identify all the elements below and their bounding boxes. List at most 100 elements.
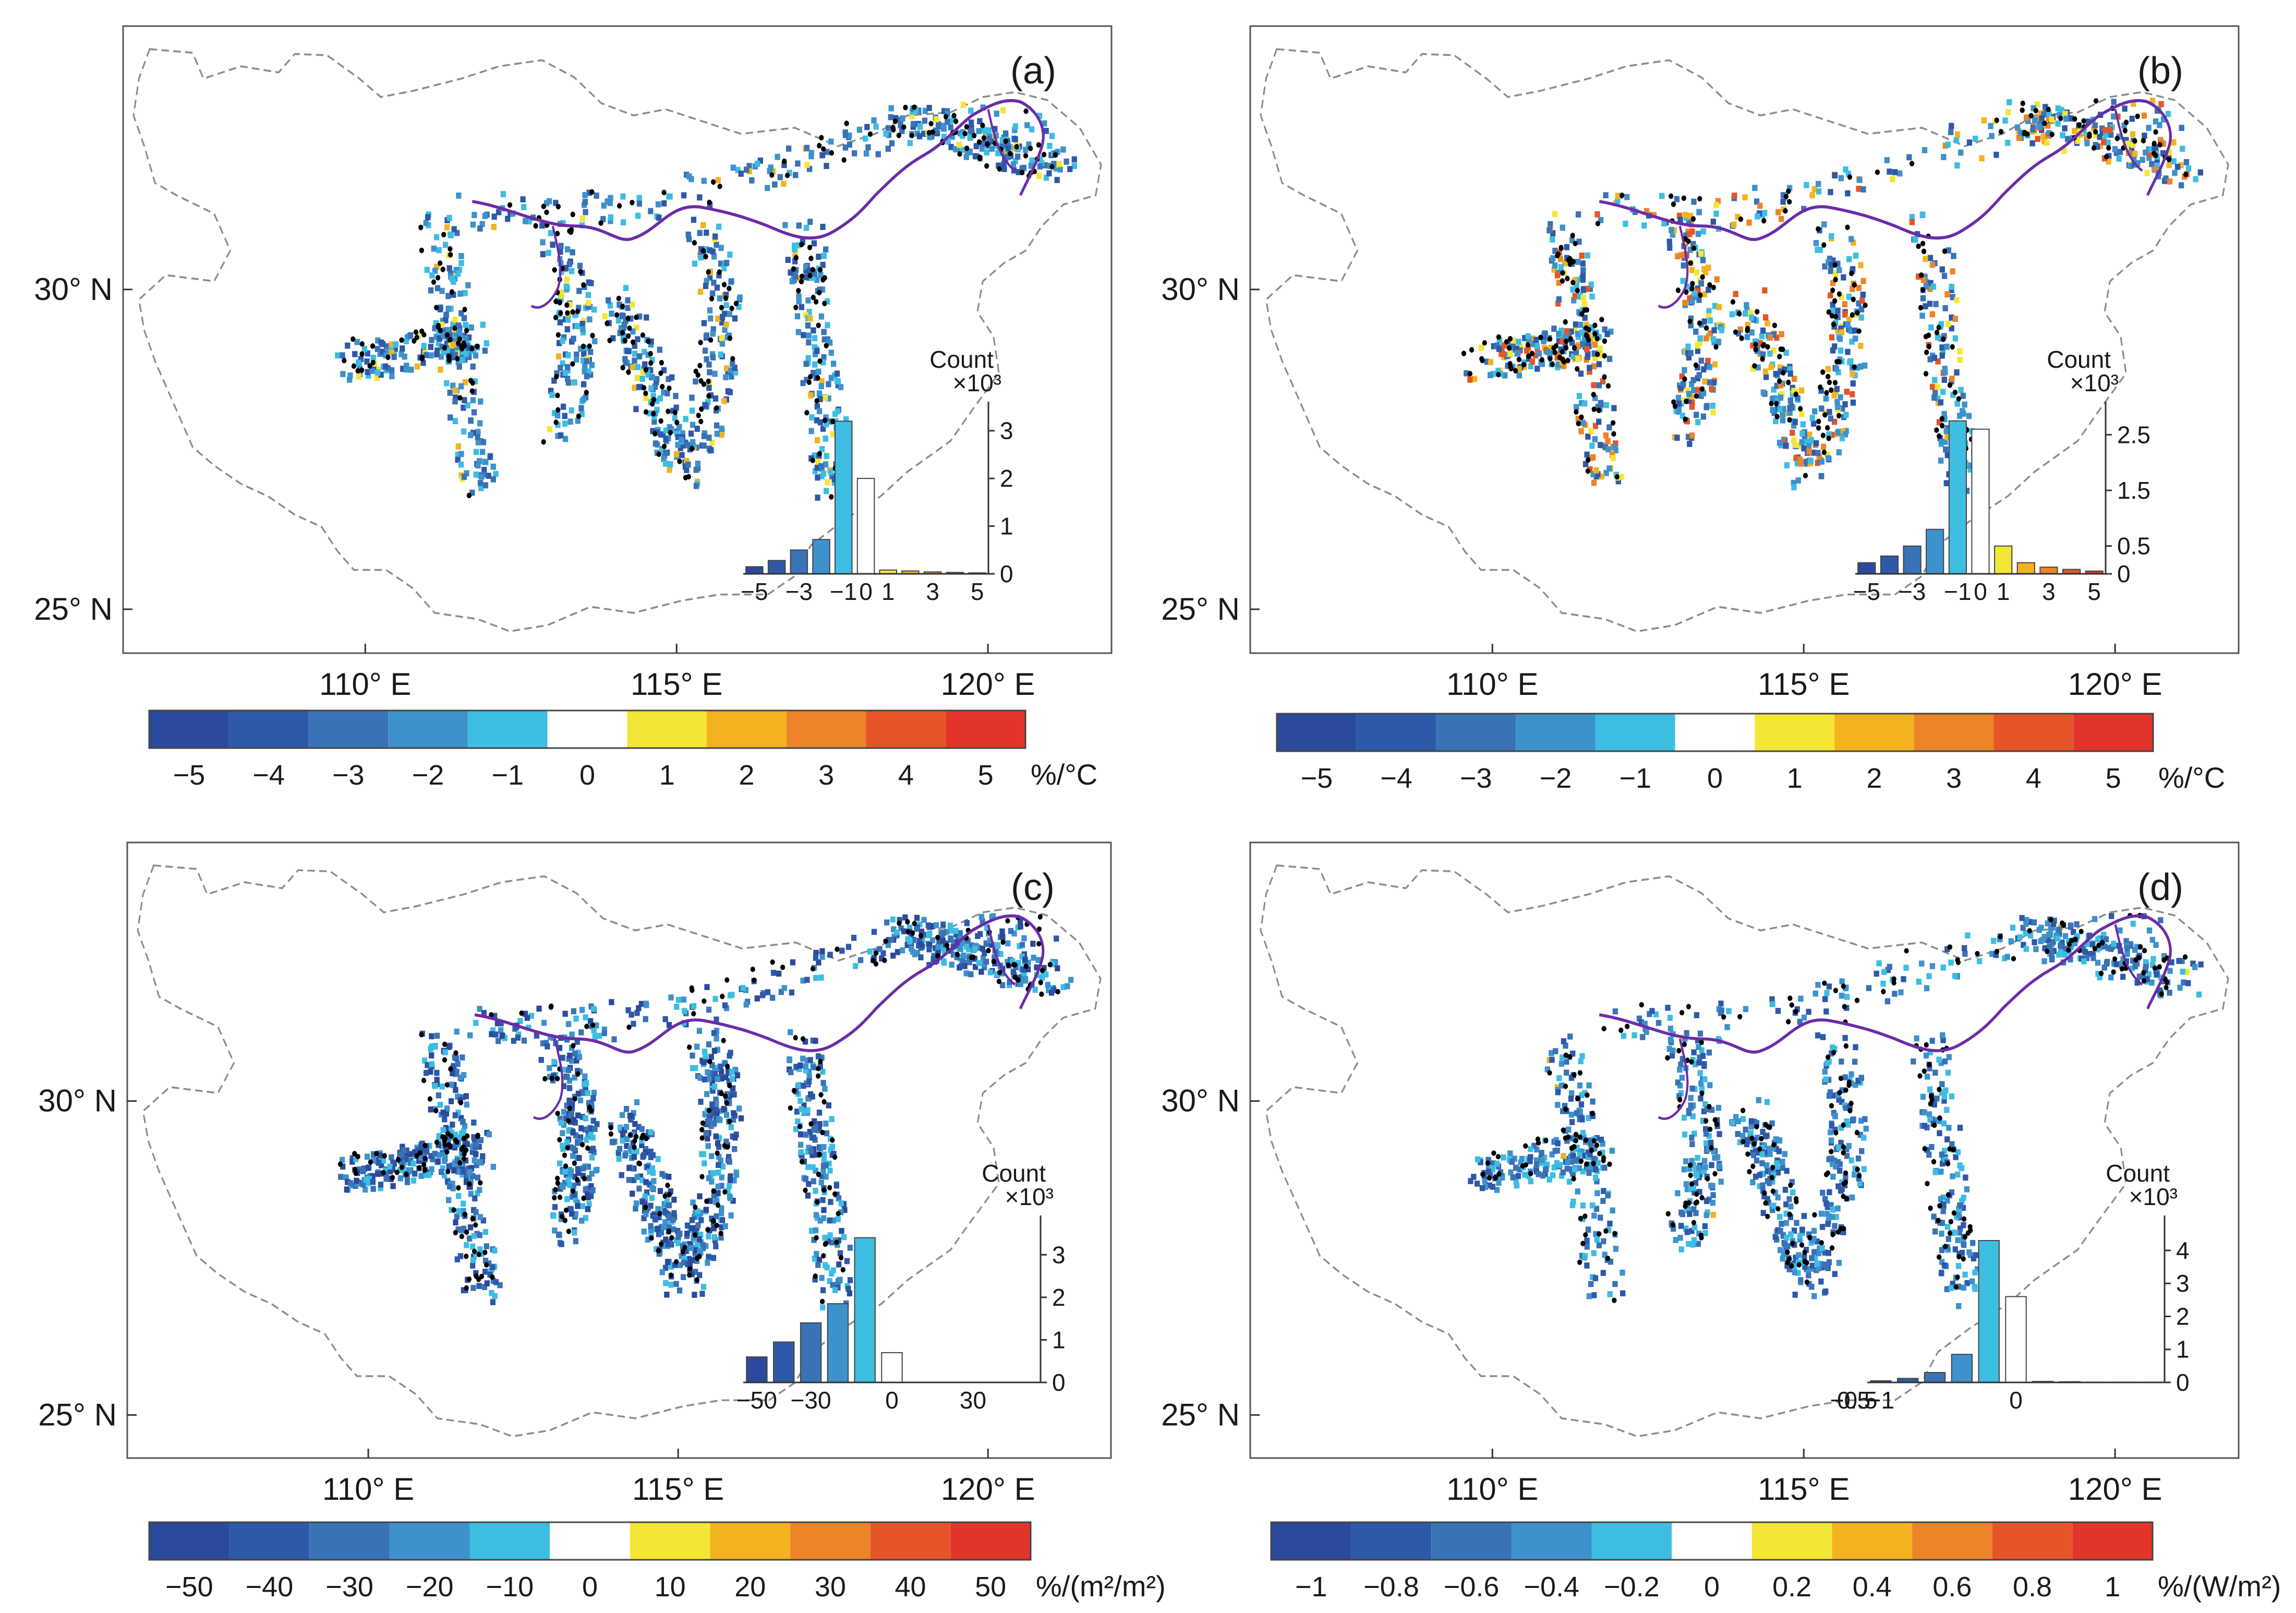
grid-pixel [666, 1213, 672, 1220]
grid-pixel [948, 143, 954, 150]
grid-pixel [1799, 439, 1805, 446]
grid-pixel [909, 113, 915, 119]
grid-pixel [634, 1009, 640, 1016]
grid-pixel [697, 1248, 703, 1255]
grid-pixel [1841, 274, 1846, 281]
grid-pixel [563, 1115, 569, 1122]
grid-pixel [649, 1195, 655, 1201]
grid-pixel [583, 1014, 588, 1020]
grid-pixel [812, 468, 818, 474]
grid-pixel [648, 338, 654, 345]
grid-pixel [695, 1222, 701, 1229]
grid-pixel [1653, 1011, 1659, 1018]
grid-pixel [684, 1231, 690, 1237]
grid-pixel [1707, 379, 1713, 386]
grid-pixel [746, 163, 752, 170]
grid-pixel [2105, 139, 2111, 146]
grid-pixel [1587, 365, 1592, 371]
grid-pixel [797, 1062, 803, 1069]
grid-pixel [1569, 340, 1575, 346]
significance-dot [639, 1135, 645, 1141]
grid-pixel [609, 1139, 615, 1145]
grid-pixel [487, 454, 493, 460]
grid-pixel [444, 347, 451, 353]
significance-dot [449, 1133, 454, 1139]
grid-pixel [1696, 209, 1702, 215]
significance-dot [1994, 117, 1999, 123]
grid-pixel [1927, 255, 1934, 261]
grid-pixel [694, 426, 700, 432]
grid-pixel [666, 376, 671, 382]
grid-pixel [1696, 372, 1702, 378]
grid-pixel [587, 316, 593, 323]
histogram-bar-3 [827, 1303, 849, 1383]
grid-pixel [1944, 291, 1950, 298]
grid-pixel [2084, 140, 2090, 147]
significance-dot [1020, 170, 1025, 176]
grid-pixel [1534, 343, 1540, 350]
grid-pixel [443, 317, 449, 323]
significance-dot [562, 1218, 568, 1223]
grid-pixel [436, 1152, 442, 1158]
grid-pixel [423, 220, 429, 226]
grid-pixel [2101, 932, 2107, 938]
hist-y-tick-label: 3 [1000, 417, 1013, 444]
grid-pixel [1792, 419, 1798, 425]
grid-pixel [729, 373, 734, 380]
significance-dot [1783, 194, 1789, 199]
grid-pixel [457, 291, 463, 297]
grid-pixel [471, 1120, 477, 1126]
significance-dot [705, 1226, 710, 1233]
grid-pixel [706, 1118, 712, 1124]
grid-pixel [1842, 431, 1848, 438]
grid-pixel [447, 1126, 453, 1133]
grid-pixel [2095, 971, 2101, 977]
significance-dot [641, 385, 647, 391]
grid-pixel [987, 969, 993, 976]
grid-pixel [454, 1157, 460, 1164]
grid-pixel [1737, 326, 1744, 333]
grid-pixel [968, 971, 974, 978]
grid-pixel [1488, 359, 1494, 365]
grid-pixel [732, 369, 739, 376]
grid-pixel [668, 1281, 674, 1288]
colorbar-swatch-4 [469, 1522, 550, 1560]
panel-label: (b) [2137, 50, 2183, 92]
grid-pixel [1589, 324, 1595, 331]
grid-pixel [452, 1112, 458, 1118]
grid-pixel [420, 359, 426, 366]
grid-pixel [468, 417, 474, 424]
grid-pixel [490, 1264, 496, 1270]
significance-dot [1563, 339, 1569, 344]
significance-dot [374, 1151, 379, 1157]
significance-dot [996, 979, 1001, 984]
grid-pixel [524, 1015, 530, 1021]
grid-pixel [831, 479, 837, 486]
lat-label: 30° N [34, 272, 113, 307]
grid-pixel [805, 1148, 811, 1155]
grid-pixel [1837, 335, 1843, 342]
grid-pixel [1570, 353, 1577, 360]
colorbar-swatch-0 [149, 1522, 229, 1560]
significance-dot [721, 282, 727, 287]
significance-dot [702, 998, 707, 1004]
lon-label: 115° E [1758, 667, 1850, 702]
significance-dot [465, 1133, 470, 1139]
colorbar-swatch-1 [229, 1522, 310, 1560]
colorbar-swatch-0 [1277, 714, 1357, 751]
grid-pixel [1757, 202, 1763, 209]
grid-pixel [728, 1212, 734, 1219]
grid-pixel [1688, 350, 1694, 356]
colorbar-tick-label: 4 [898, 760, 914, 791]
significance-dot [555, 332, 561, 338]
grid-pixel [1824, 451, 1830, 458]
grid-pixel [481, 466, 487, 473]
grid-pixel [785, 257, 791, 263]
grid-pixel [1681, 1114, 1687, 1121]
significance-dot [723, 295, 729, 302]
grid-pixel [466, 344, 472, 351]
grid-pixel [806, 1078, 812, 1085]
grid-pixel [719, 335, 724, 341]
significance-dot [1602, 374, 1607, 380]
significance-dot [690, 446, 695, 452]
